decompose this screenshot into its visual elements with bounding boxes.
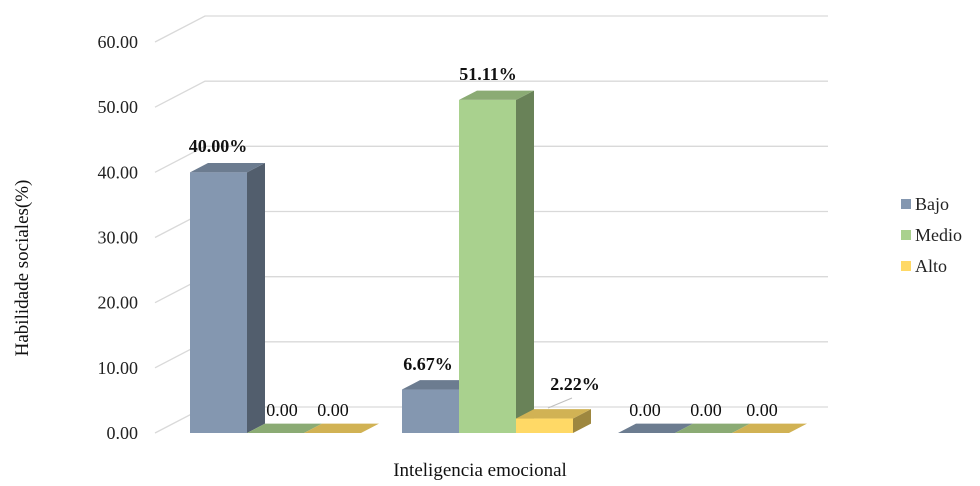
bar-top bbox=[618, 423, 693, 433]
legend-item-medio: Medio bbox=[901, 225, 962, 245]
bar-side bbox=[516, 90, 534, 433]
leader-line bbox=[547, 397, 573, 409]
y-tick-label: 60.00 bbox=[98, 32, 139, 52]
legend-item-alto: Alto bbox=[901, 256, 947, 276]
y-axis-title: Habilidade sociales(%) bbox=[12, 180, 33, 357]
bar-medio-1 bbox=[459, 90, 534, 433]
bar-bajo-0 bbox=[190, 162, 265, 434]
data-label: 0.00 bbox=[629, 400, 661, 420]
data-labels: 40.00% 0.00 0.00 6.67% 51.11% 2.22% 0.00 0.00 0.… bbox=[189, 64, 778, 420]
legend-label: Medio bbox=[915, 225, 962, 245]
legend-label: Alto bbox=[915, 256, 947, 276]
bars bbox=[190, 90, 807, 434]
bar-front bbox=[516, 418, 573, 433]
bar-side bbox=[247, 162, 265, 433]
bar-top bbox=[675, 423, 750, 433]
bar-top bbox=[402, 380, 477, 390]
bar-alto-2 bbox=[732, 423, 807, 433]
bar-medio-0 bbox=[247, 423, 322, 433]
y-axis-ticks: 0.00 10.00 20.00 30.00 40.00 50.00 60.00 bbox=[98, 32, 139, 443]
bar-front bbox=[190, 172, 247, 434]
data-label: 6.67% bbox=[403, 354, 453, 374]
gridline bbox=[154, 15, 828, 43]
bar-medio-2 bbox=[675, 423, 750, 433]
x-axis-title: Inteligencia emocional bbox=[393, 460, 567, 481]
legend-item-bajo: Bajo bbox=[901, 194, 949, 214]
gridline bbox=[154, 80, 828, 108]
bar-side bbox=[573, 409, 591, 433]
bar-top bbox=[247, 423, 322, 433]
data-label: 0.00 bbox=[746, 400, 778, 420]
y-tick-label: 20.00 bbox=[98, 293, 139, 313]
bar-bajo-2 bbox=[618, 423, 693, 433]
bar-top bbox=[304, 423, 379, 433]
y-tick-label: 10.00 bbox=[98, 358, 139, 378]
legend-label: Bajo bbox=[915, 194, 949, 214]
data-label: 2.22% bbox=[550, 374, 600, 394]
bar-front bbox=[459, 99, 516, 433]
data-label: 51.11% bbox=[459, 64, 517, 84]
legend-swatch bbox=[901, 199, 911, 209]
bar-alto-0 bbox=[304, 423, 379, 433]
bar-top bbox=[732, 423, 807, 433]
y-tick-label: 0.00 bbox=[107, 423, 139, 443]
data-label: 0.00 bbox=[690, 400, 722, 420]
bar-alto-1 bbox=[516, 409, 591, 433]
bar-front bbox=[402, 389, 459, 433]
legend-swatch bbox=[901, 230, 911, 240]
bar-top bbox=[516, 409, 591, 419]
y-tick-label: 50.00 bbox=[98, 97, 139, 117]
bar-top bbox=[190, 162, 265, 173]
y-tick-label: 40.00 bbox=[98, 162, 139, 182]
legend: Bajo Medio Alto bbox=[901, 194, 962, 276]
y-tick-label: 30.00 bbox=[98, 228, 139, 248]
legend-swatch bbox=[901, 261, 911, 271]
data-label: 0.00 bbox=[266, 400, 298, 420]
bar-top bbox=[459, 90, 534, 100]
gridline bbox=[154, 145, 828, 173]
data-label: 40.00% bbox=[189, 136, 248, 156]
data-label: 0.00 bbox=[317, 400, 349, 420]
